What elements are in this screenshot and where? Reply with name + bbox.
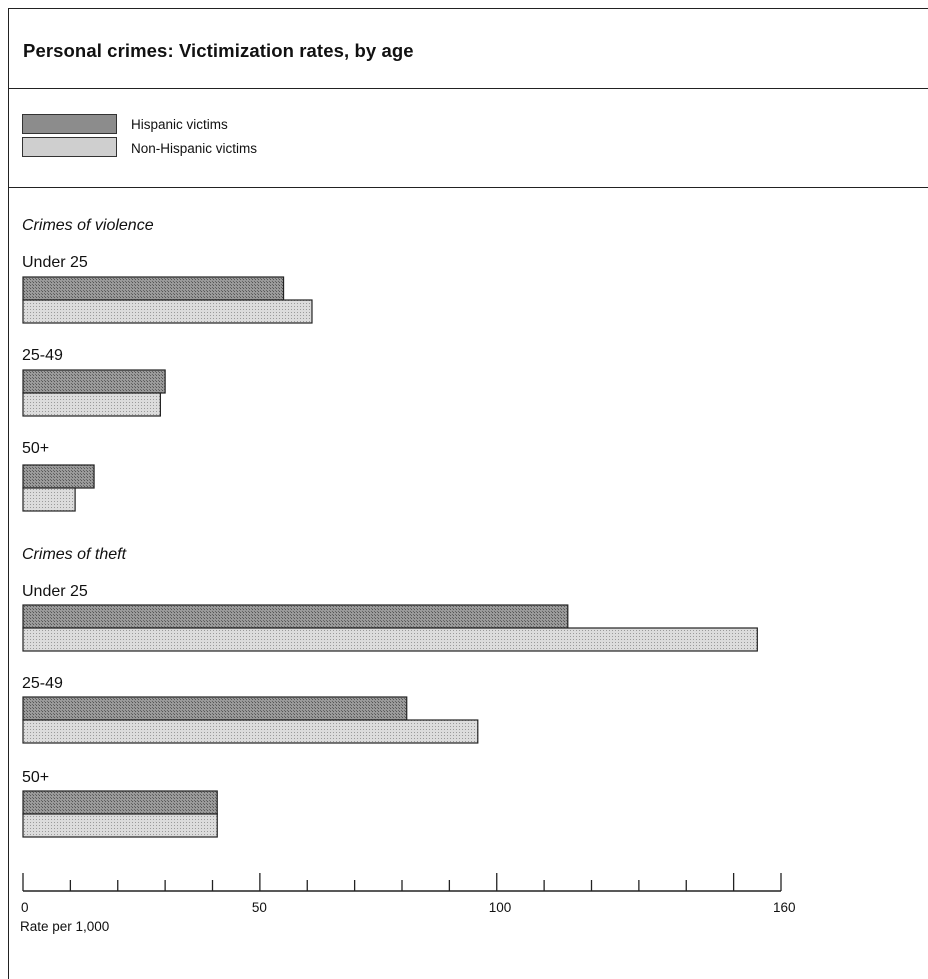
bar-hispanic bbox=[22, 464, 95, 489]
group-label: Under 25 bbox=[22, 254, 88, 271]
group-label: 25-49 bbox=[22, 347, 63, 364]
group-label: 50+ bbox=[22, 440, 50, 457]
bar-non-hispanic bbox=[22, 627, 758, 652]
legend-label-non-hispanic: Non-Hispanic victims bbox=[131, 141, 258, 156]
legend-label-hispanic: Hispanic victims bbox=[131, 117, 228, 132]
chart-title: Personal crimes: Victimization rates, by… bbox=[23, 40, 414, 61]
x-tick-label: 100 bbox=[489, 900, 512, 915]
x-tick-label: 50 bbox=[252, 900, 267, 915]
x-tick-label: 0 bbox=[21, 900, 29, 915]
legend-divider bbox=[8, 187, 928, 188]
legend-swatch-non-hispanic bbox=[22, 137, 117, 157]
section-label-violence: Crimes of violence bbox=[22, 217, 154, 234]
bar-hispanic bbox=[22, 790, 218, 815]
bar-hispanic bbox=[22, 276, 285, 301]
section-label-theft: Crimes of theft bbox=[22, 546, 127, 563]
title-divider bbox=[8, 88, 928, 89]
bar-non-hispanic bbox=[22, 813, 218, 838]
bar-non-hispanic bbox=[22, 392, 161, 417]
bar-hispanic bbox=[22, 369, 166, 394]
bar-non-hispanic bbox=[22, 299, 313, 324]
x-axis-label: Rate per 1,000 bbox=[20, 919, 110, 934]
legend-swatch-hispanic bbox=[22, 114, 117, 134]
bar-hispanic bbox=[22, 604, 569, 629]
group-label: Under 25 bbox=[22, 583, 88, 600]
chart-frame bbox=[8, 8, 928, 979]
group-label: 25-49 bbox=[22, 675, 63, 692]
group-label: 50+ bbox=[22, 769, 50, 786]
bar-non-hispanic bbox=[22, 487, 76, 512]
bar-hispanic bbox=[22, 696, 408, 721]
x-tick-label: 160 bbox=[773, 900, 796, 915]
bar-non-hispanic bbox=[22, 719, 479, 744]
